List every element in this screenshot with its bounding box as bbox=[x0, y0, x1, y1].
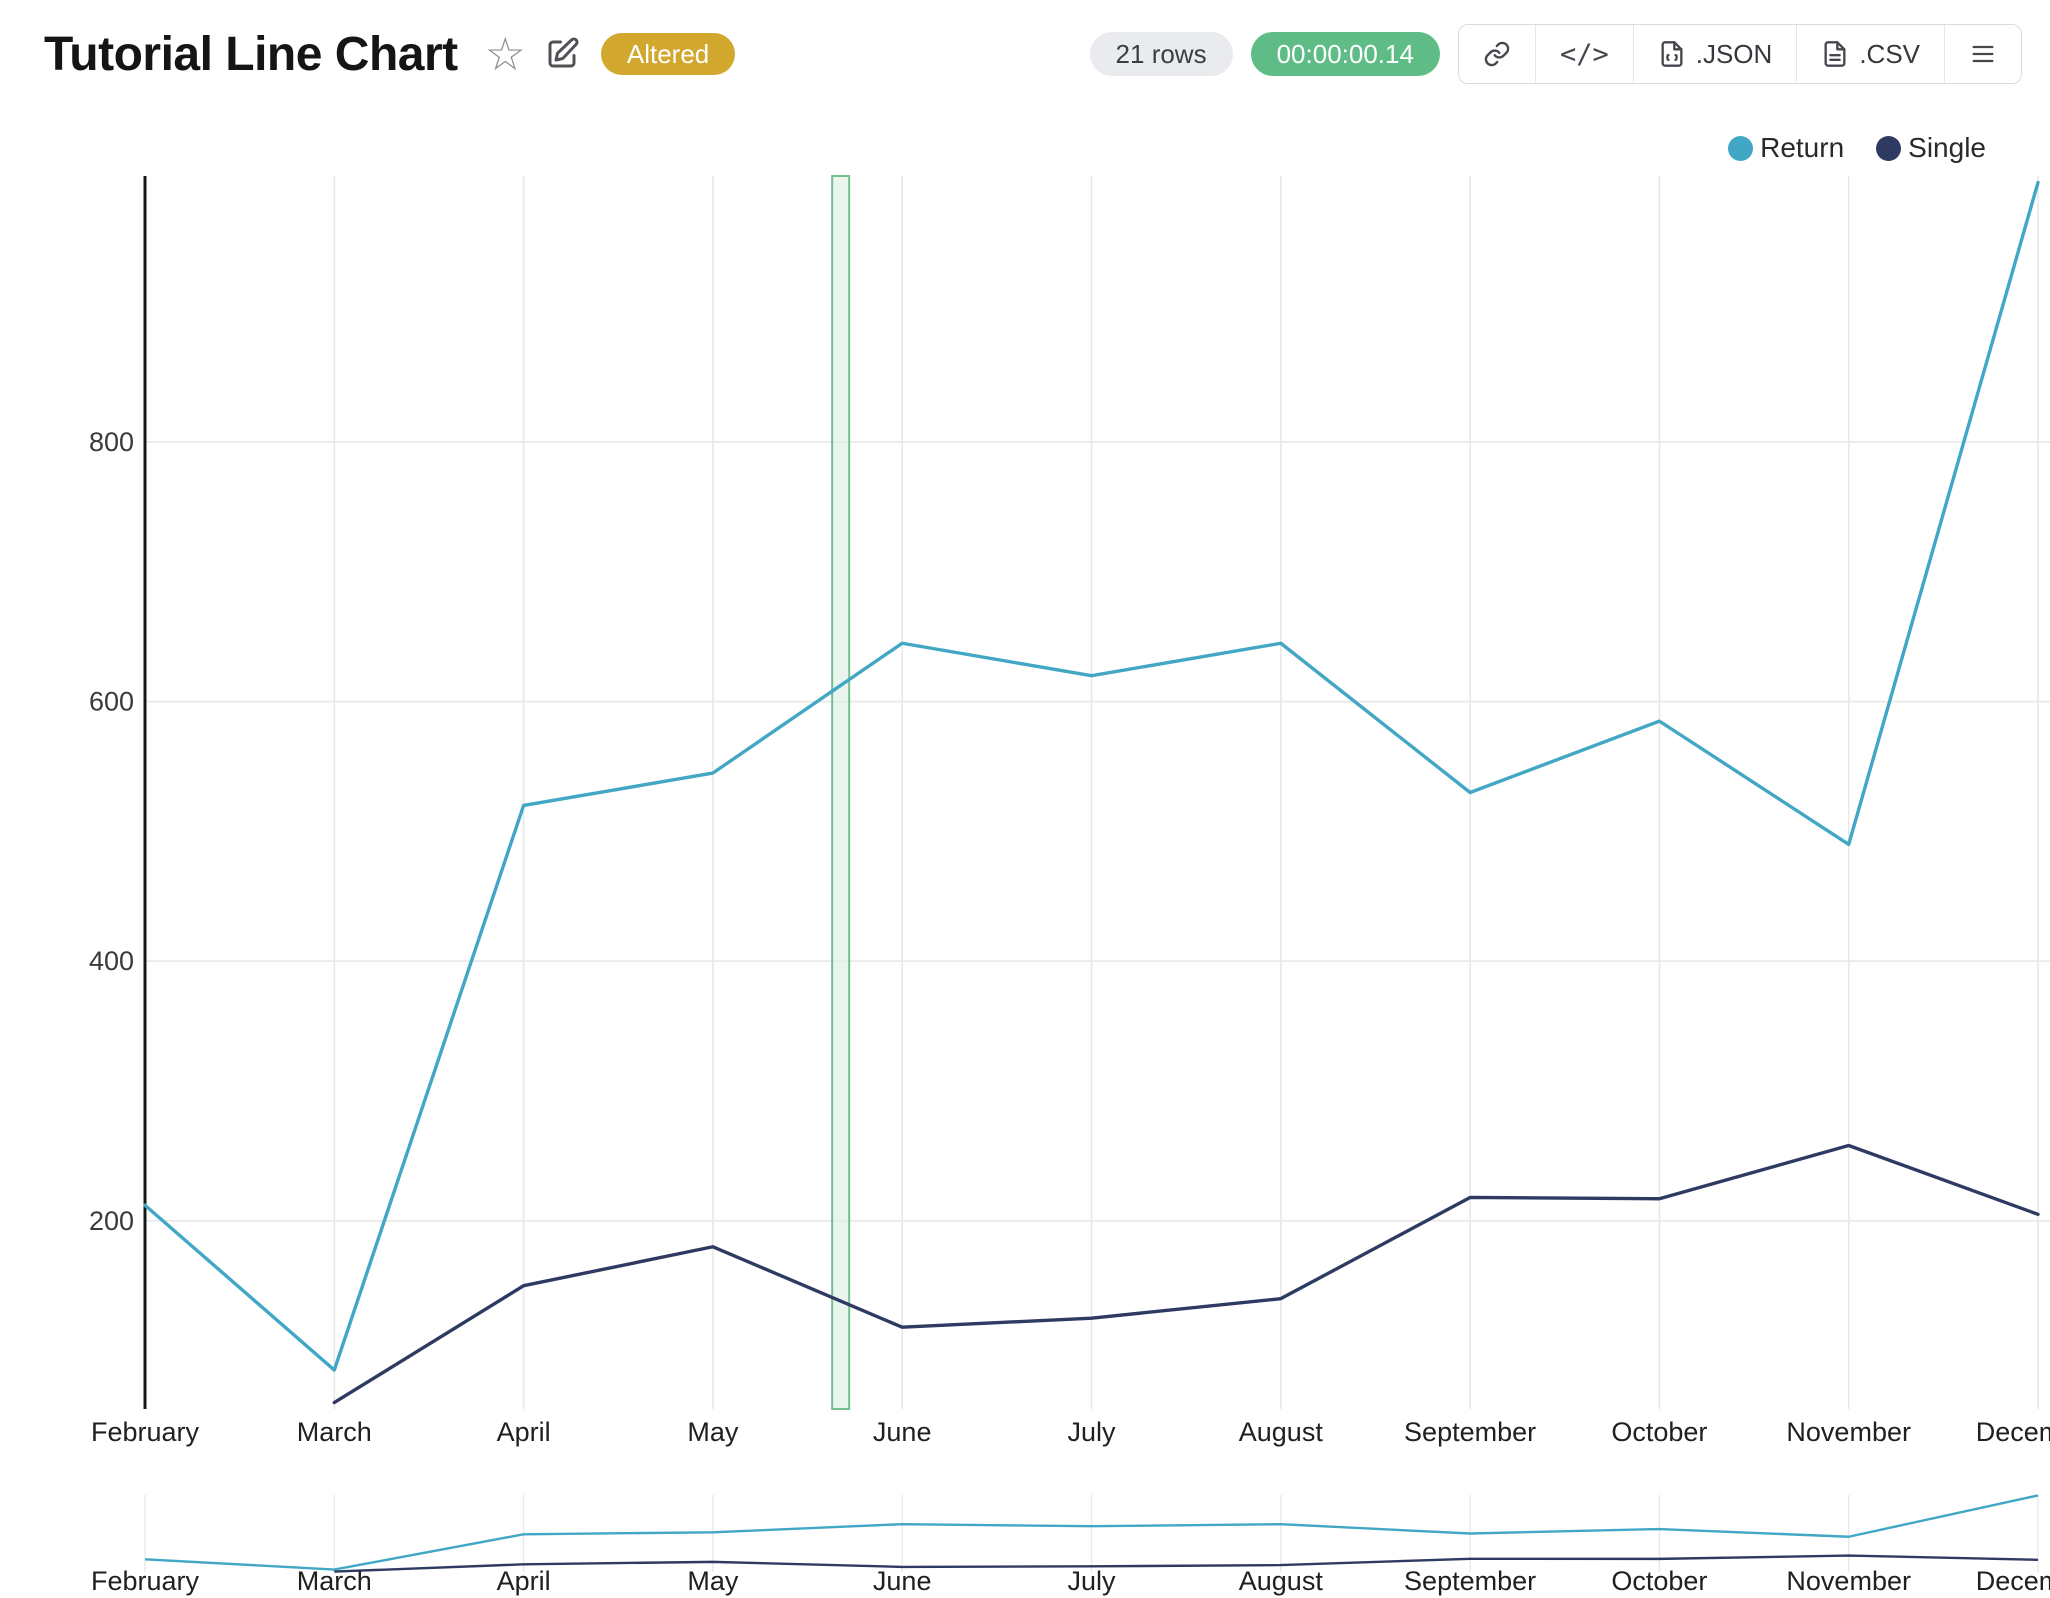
header: Tutorial Line Chart ☆ Altered 21 rows 00… bbox=[0, 0, 2050, 84]
favorite-button[interactable]: ☆ bbox=[476, 31, 535, 77]
minimap-x-label: June bbox=[873, 1566, 932, 1596]
x-axis-label: June bbox=[873, 1417, 932, 1447]
minimap-x-label: March bbox=[297, 1566, 372, 1596]
edit-button[interactable] bbox=[535, 36, 589, 72]
star-icon: ☆ bbox=[484, 28, 526, 80]
export-json-button[interactable]: .JSON bbox=[1632, 25, 1797, 83]
x-axis-label: February bbox=[91, 1417, 200, 1447]
row-count-badge: 21 rows bbox=[1089, 32, 1233, 76]
export-json-label: .JSON bbox=[1695, 38, 1773, 69]
code-icon: </> bbox=[1559, 38, 1609, 70]
chart-legend: Return Single bbox=[1728, 132, 1986, 164]
status-badge: Altered bbox=[600, 33, 736, 75]
minimap-x-label: December bbox=[1976, 1566, 2050, 1596]
y-axis-tick-label: 600 bbox=[89, 687, 134, 717]
minimap-line-return bbox=[144, 1494, 2039, 1571]
legend-label-single: Single bbox=[1908, 132, 1986, 163]
menu-button[interactable] bbox=[1944, 25, 2021, 83]
minimap-x-label: April bbox=[497, 1566, 551, 1596]
export-csv-button[interactable]: .CSV bbox=[1796, 25, 1944, 83]
minimap-x-label: May bbox=[687, 1566, 739, 1596]
x-axis-label: November bbox=[1786, 1417, 1911, 1447]
x-axis-label: August bbox=[1239, 1417, 1324, 1447]
legend-item-single[interactable]: Single bbox=[1876, 132, 1986, 164]
x-axis-label: May bbox=[687, 1417, 739, 1447]
minimap-line-single bbox=[334, 1554, 2039, 1573]
legend-label-return: Return bbox=[1760, 132, 1845, 163]
x-axis-label: March bbox=[297, 1417, 372, 1447]
csv-file-icon bbox=[1824, 41, 1846, 67]
minimap-x-label: October bbox=[1611, 1566, 1707, 1596]
json-file-icon bbox=[1661, 41, 1683, 67]
link-icon bbox=[1484, 41, 1510, 67]
minimap-x-label: August bbox=[1239, 1566, 1324, 1596]
minimap-x-label: November bbox=[1786, 1566, 1911, 1596]
view-code-button[interactable]: </> bbox=[1534, 25, 1633, 83]
export-button-group: </> .JSON .CSV bbox=[1457, 24, 2022, 84]
legend-swatch-single bbox=[1876, 135, 1902, 161]
x-axis-label: September bbox=[1404, 1417, 1536, 1447]
export-csv-label: .CSV bbox=[1859, 38, 1920, 69]
minimap-x-label: September bbox=[1404, 1566, 1536, 1596]
header-actions: 21 rows 00:00:00.14 </> .JSON bbox=[1089, 24, 2022, 84]
y-axis-tick-label: 800 bbox=[89, 427, 134, 457]
x-axis-label: July bbox=[1067, 1417, 1116, 1447]
x-axis-label: April bbox=[497, 1417, 551, 1447]
menu-icon bbox=[1972, 45, 1994, 63]
query-time-badge: 00:00:00.14 bbox=[1250, 32, 1440, 76]
annotation-band bbox=[831, 175, 851, 1410]
x-axis-label: October bbox=[1611, 1417, 1707, 1447]
y-axis-tick-label: 200 bbox=[89, 1206, 134, 1236]
x-axis-label: December bbox=[1976, 1417, 2050, 1447]
legend-swatch-return bbox=[1728, 135, 1754, 161]
minimap-x-label: July bbox=[1067, 1566, 1116, 1596]
series-line-single bbox=[332, 1143, 2040, 1405]
series-line-return bbox=[143, 180, 2040, 1372]
edit-icon bbox=[548, 37, 579, 68]
copy-link-button[interactable] bbox=[1458, 25, 1535, 83]
legend-item-return[interactable]: Return bbox=[1728, 132, 1844, 164]
minimap-x-label: February bbox=[91, 1566, 200, 1596]
y-axis-tick-label: 400 bbox=[89, 946, 134, 976]
page-title: Tutorial Line Chart bbox=[44, 27, 458, 81]
